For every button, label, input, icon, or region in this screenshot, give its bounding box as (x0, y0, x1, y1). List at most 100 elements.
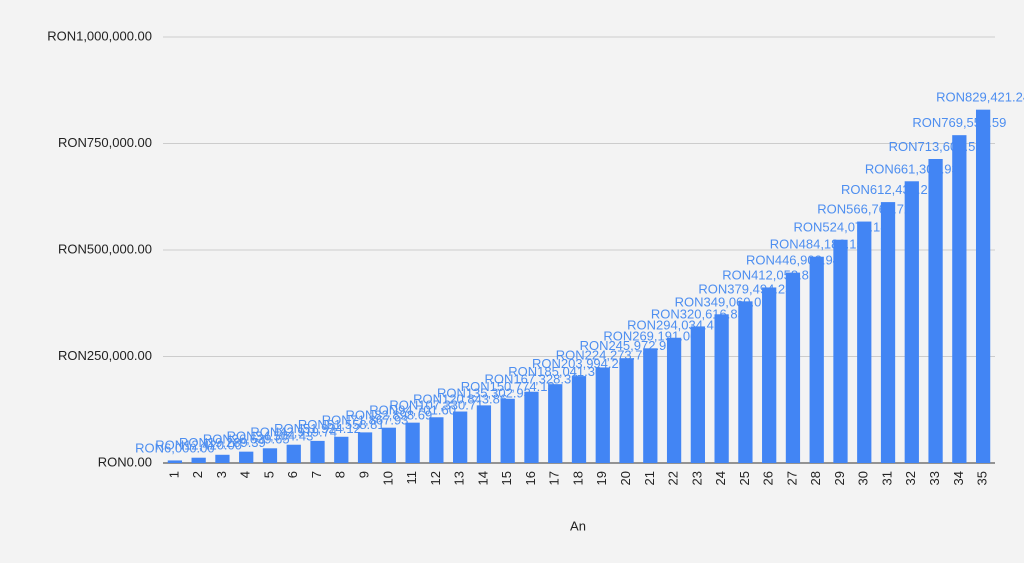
y-tick-label: RON750,000.00 (58, 135, 152, 150)
y-tick-label: RON0.00 (98, 454, 152, 469)
x-tick-label: 14 (475, 471, 490, 485)
x-tick-label: 32 (903, 471, 918, 485)
x-tick-label: 34 (951, 471, 966, 485)
x-tick-label: 3 (214, 471, 229, 478)
value-label: RON42,919.74 (250, 425, 337, 440)
x-tick-label: 16 (523, 471, 538, 485)
bar (548, 384, 563, 463)
bar (334, 436, 349, 463)
value-label: RON94,701.60 (369, 403, 456, 418)
value-label: RON566,764.72 (817, 202, 911, 217)
value-label: RON107,330.71 (389, 397, 483, 412)
x-tick-label: 18 (570, 471, 585, 485)
bar (643, 348, 658, 463)
bar (262, 448, 278, 463)
value-label: RON61,558.81 (298, 417, 385, 432)
bar (476, 405, 492, 463)
bar (429, 417, 444, 463)
bar (500, 398, 515, 463)
value-label: RON34,504.43 (227, 428, 314, 443)
value-label: RON661,308.93 (865, 161, 959, 176)
value-label: RON379,494.23 (698, 281, 792, 296)
value-label: RON12,420.00 (155, 438, 242, 453)
x-tick-label: 26 (761, 471, 776, 485)
x-tick-label: 24 (713, 471, 728, 485)
value-label: RON713,600.55 (889, 139, 983, 154)
x-tick-label: 22 (666, 471, 681, 485)
bar (904, 181, 919, 463)
bar (975, 109, 991, 463)
x-tick-label: 29 (832, 471, 847, 485)
x-tick-label: 25 (737, 471, 752, 485)
y-tick-label: RON250,000.00 (58, 348, 152, 363)
bar (857, 221, 872, 463)
bar (880, 202, 896, 463)
x-tick-label: 8 (333, 471, 348, 478)
x-tick-label: 9 (356, 471, 371, 478)
value-label: RON769,552.59 (912, 115, 1006, 130)
x-tick-label: 31 (879, 471, 894, 485)
value-label: RON412,058.82 (722, 267, 816, 282)
bar (809, 256, 824, 463)
value-label: RON203,994.20 (532, 356, 626, 371)
x-tick-label: 30 (856, 471, 871, 485)
x-tick-label: 33 (927, 471, 942, 485)
bar (357, 432, 373, 463)
x-tick-label: 20 (618, 471, 633, 485)
x-tick-label: 23 (689, 471, 704, 485)
x-tick-label: 10 (380, 471, 395, 485)
bar (833, 239, 848, 463)
x-tick-label: 28 (808, 471, 823, 485)
bar (785, 272, 801, 463)
x-tick-label: 15 (499, 471, 514, 485)
bar (595, 367, 610, 463)
bar (619, 358, 634, 463)
x-tick-label: 4 (238, 471, 253, 478)
value-label: RON446,902.94 (746, 253, 840, 268)
bar (666, 337, 682, 463)
y-tick-label: RON500,000.00 (58, 241, 152, 256)
x-tick-label: 2 (190, 471, 205, 478)
bar (714, 314, 729, 463)
value-label: RON26,639.65 (203, 432, 290, 447)
bar (690, 326, 705, 463)
value-label: RON135,302.93 (437, 385, 531, 400)
bar (524, 391, 539, 463)
value-label: RON19,289.39 (179, 435, 266, 450)
x-tick-label: 19 (594, 471, 609, 485)
bar (286, 444, 301, 463)
bar (381, 427, 396, 463)
value-label: RON484,186.15 (770, 237, 864, 252)
value-label: RON524,079.18 (794, 220, 888, 235)
value-label: RON71,867.93 (322, 412, 409, 427)
x-tick-label: 5 (261, 471, 276, 478)
x-tick-label: 21 (642, 471, 657, 485)
value-label: RON829,421.24 (936, 90, 1024, 105)
bar (310, 440, 325, 463)
x-tick-label: 17 (547, 471, 562, 485)
bar (952, 135, 967, 463)
bar (191, 457, 206, 463)
x-tick-label: 12 (428, 471, 443, 485)
x-tick-label: 6 (285, 471, 300, 478)
x-tick-label: 35 (975, 471, 990, 485)
value-label: RON120,843.86 (413, 392, 507, 407)
bar (762, 287, 777, 463)
x-axis-label: An (570, 518, 586, 533)
value-label: RON612,438.25 (841, 182, 935, 197)
value-label: RON167,328.32 (484, 372, 578, 387)
value-label: RON6,000.00 (135, 440, 215, 455)
x-tick-label: 11 (404, 471, 419, 485)
bar (928, 159, 943, 463)
y-tick-label: RON1,000,000.00 (47, 28, 152, 43)
bar (167, 460, 183, 463)
x-tick-label: 1 (166, 471, 181, 478)
bar (453, 411, 468, 463)
value-label: RON51,924.12 (274, 421, 361, 436)
x-tick-label: 13 (452, 471, 467, 485)
value-label: RON185,041.30 (508, 364, 602, 379)
x-tick-label: 7 (309, 471, 324, 478)
bar (571, 376, 587, 463)
